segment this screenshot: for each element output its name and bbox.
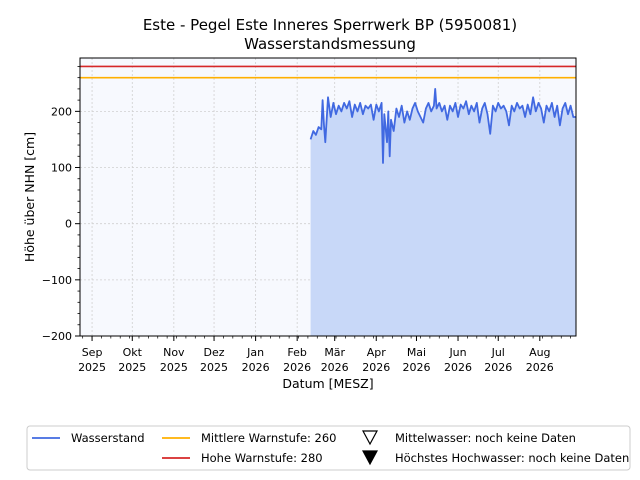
legend-label-wasserstand: Wasserstand <box>71 431 145 445</box>
series-layer <box>309 88 576 337</box>
x-tick-label-month: Mär <box>324 346 345 359</box>
series-area-wasserstand <box>310 88 576 337</box>
chart-subtitle: Wasserstandsmessung <box>244 35 416 53</box>
x-tick-label-year: 2026 <box>362 361 390 374</box>
x-tick-label-month: Mai <box>407 346 426 359</box>
y-axis-label: Höhe über NHN [cm] <box>22 132 37 262</box>
x-tick-label-year: 2025 <box>200 361 228 374</box>
series-line-wasserstand <box>309 88 576 164</box>
x-tick-label-month: Nov <box>163 346 185 359</box>
x-tick-label-year: 2026 <box>402 361 430 374</box>
x-tick-label-year: 2025 <box>78 361 106 374</box>
legend: Wasserstand Mittlere Warnstufe: 260 Hohe… <box>26 425 631 471</box>
x-tick-label-month: Feb <box>287 346 306 359</box>
x-tick-label-month: Jul <box>491 346 505 359</box>
y-tick-label: −200 <box>42 330 72 343</box>
x-tick-label-year: 2026 <box>484 361 512 374</box>
triangle-filled-icon <box>361 450 379 466</box>
x-tick-label-month: Jan <box>246 346 264 359</box>
x-tick-label-month: Jun <box>448 346 466 359</box>
legend-label-mittelwasser: Mittelwasser: noch keine Daten <box>395 431 576 445</box>
x-tick-label-month: Dez <box>204 346 225 359</box>
legend-box <box>26 425 631 471</box>
x-tick-label-month: Sep <box>82 346 103 359</box>
x-tick-label-year: 2025 <box>118 361 146 374</box>
y-tick-label: 0 <box>65 218 72 231</box>
chart-title: Este - Pegel Este Inneres Sperrwerk BP (… <box>143 16 517 34</box>
x-tick-label-year: 2026 <box>242 361 270 374</box>
plot-frame <box>79 57 577 337</box>
x-tick-label-year: 2026 <box>321 361 349 374</box>
thresholds <box>80 65 576 79</box>
y-tick-label: 200 <box>51 105 72 118</box>
x-tick-label-year: 2025 <box>160 361 188 374</box>
x-tick-label-year: 2026 <box>526 361 554 374</box>
y-axis-ticks: −200 −100 0 100 200 <box>42 66 80 343</box>
legend-label-hoechstes-hochwasser: Höchstes Hochwasser: noch keine Daten <box>395 451 629 465</box>
y-tick-label: −100 <box>42 274 72 287</box>
x-axis-label: Datum [MESZ] <box>282 376 373 391</box>
x-tick-label-month: Okt <box>123 346 143 359</box>
x-tick-label-year: 2026 <box>444 361 472 374</box>
x-tick-label-month: Aug <box>529 346 550 359</box>
x-axis-ticks: Sep 2025 Okt 2025 Nov 2025 Dez 2025 Jan 2026 Feb 20… <box>78 336 571 374</box>
legend-label-mittlere-warnstufe: Mittlere Warnstufe: 260 <box>201 431 337 445</box>
x-tick-label-month: Apr <box>367 346 387 359</box>
y-tick-label: 100 <box>51 162 72 175</box>
triangle-open-icon <box>361 430 379 446</box>
legend-label-hohe-warnstufe: Hohe Warnstufe: 280 <box>201 451 323 465</box>
x-tick-label-year: 2026 <box>283 361 311 374</box>
